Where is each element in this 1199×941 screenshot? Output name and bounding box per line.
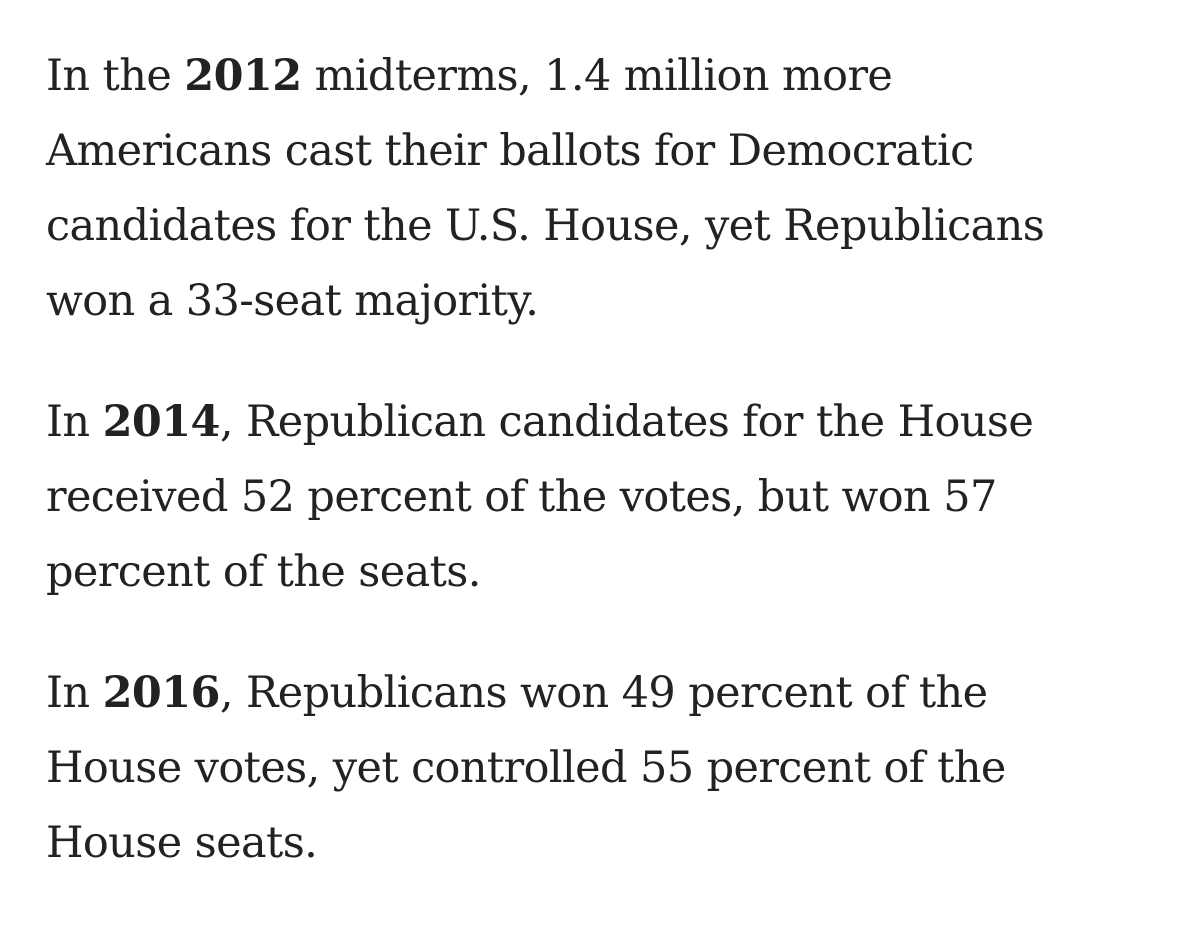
line-text: In	[46, 668, 103, 718]
paragraph-line: In 2016, Republicans won 49 percent of t…	[46, 656, 1166, 731]
line-text: In the	[46, 51, 185, 101]
paragraph-2016: In 2016, Republicans won 49 percent of t…	[46, 656, 1166, 881]
line-text: , Republicans won 49 percent of the	[219, 668, 988, 718]
article-body: In the 2012 midterms, 1.4 million more A…	[46, 39, 1166, 927]
line-text: , Republican candidates for the House	[219, 397, 1034, 447]
paragraph-line: received 52 percent of the votes, but wo…	[46, 472, 997, 522]
year-highlight: 2012	[184, 51, 302, 101]
line-text: midterms, 1.4 million more	[301, 51, 893, 101]
paragraph-2012: In the 2012 midterms, 1.4 million more A…	[46, 39, 1166, 339]
year-highlight: 2016	[102, 668, 221, 718]
paragraph-2014: In 2014, Republican candidates for the H…	[46, 385, 1166, 610]
paragraph-line: House votes, yet controlled 55 percent o…	[46, 743, 1006, 793]
paragraph-line: Americans cast their ballots for Democra…	[46, 126, 974, 176]
year-highlight: 2014	[102, 397, 221, 447]
paragraph-line: candidates for the U.S. House, yet Repub…	[46, 201, 1045, 251]
paragraph-line: In 2014, Republican candidates for the H…	[46, 385, 1166, 460]
paragraph-line: In the 2012 midterms, 1.4 million more	[46, 39, 1166, 114]
paragraph-line: percent of the seats.	[46, 547, 481, 597]
paragraph-line: won a 33-seat majority.	[46, 276, 539, 326]
line-text: In	[46, 397, 103, 447]
paragraph-line: House seats.	[46, 818, 318, 868]
